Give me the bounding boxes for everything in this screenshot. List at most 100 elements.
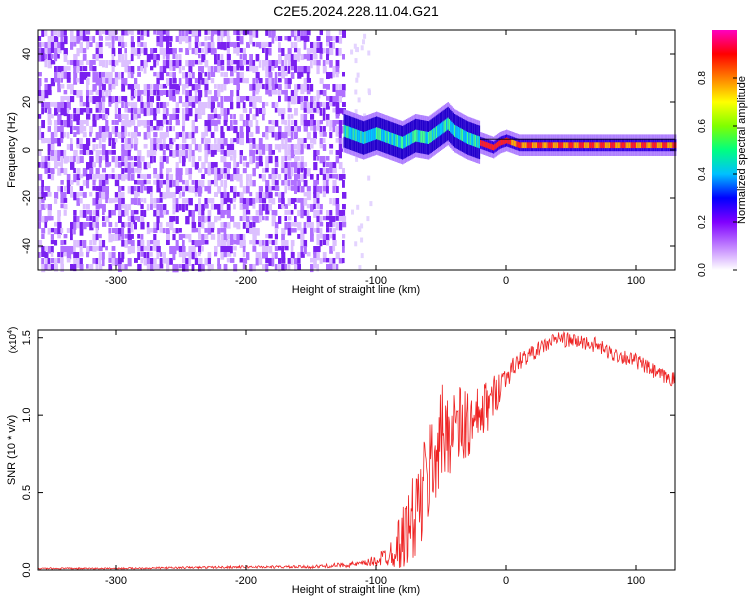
spectrogram-noise-cell xyxy=(284,138,288,146)
spectrogram-noise-cell xyxy=(252,168,256,177)
spectrogram-noise-cell xyxy=(66,258,71,263)
spectrogram-noise-cell xyxy=(313,150,318,157)
spectrogram-noise-cell xyxy=(271,150,275,155)
spectrogram-noise-cell xyxy=(143,180,147,185)
spectrogram-noise-cell xyxy=(319,108,323,116)
spectrogram-noise-cell xyxy=(198,258,203,265)
spectrogram-noise-cell xyxy=(172,210,176,215)
spectrogram-ridge-core xyxy=(420,130,422,143)
spectrogram-ridge-core xyxy=(387,131,390,144)
spectrogram-noise-cell xyxy=(102,216,105,222)
spectrogram-noise-cell xyxy=(121,168,125,176)
spectrogram-noise-cell xyxy=(156,36,161,43)
spectrogram-ridge-core xyxy=(632,142,634,149)
spectrogram-noise-cell xyxy=(329,174,333,179)
spectrogram-noise-cell xyxy=(175,246,180,251)
spectrogram-noise-cell xyxy=(130,66,135,74)
spectrogram-noise-cell xyxy=(95,150,100,158)
spectrogram-ridge-core xyxy=(469,133,471,145)
spectrogram-noise-cell xyxy=(66,132,70,139)
spectrogram-noise-cell xyxy=(44,252,49,260)
spectrogram-noise-cell xyxy=(204,30,208,35)
spectrogram-noise-cell xyxy=(191,228,196,233)
spectrogram-ridge-core xyxy=(672,142,674,149)
spectrogram-noise-cell xyxy=(102,108,106,113)
spectrogram-noise-cell xyxy=(271,174,276,182)
spectrogram-ridge-core xyxy=(564,142,566,149)
spectrogram-noise-cell xyxy=(92,78,97,83)
spectrogram-noise-cell xyxy=(185,144,190,150)
spectrogram-noise-cell xyxy=(185,180,189,188)
spectrogram-noise-cell xyxy=(121,162,126,167)
spectrogram-noise-cell xyxy=(172,108,177,115)
spectrogram-noise-cell xyxy=(274,228,278,236)
spectrogram-noise-cell xyxy=(118,114,122,123)
spectrogram-noise-cell xyxy=(146,30,150,37)
spectrogram-ridge-core xyxy=(578,142,581,149)
spectrogram-noise-cell xyxy=(162,90,166,95)
spectrogram-noise-cell xyxy=(124,162,129,169)
spectrogram-noise-cell xyxy=(79,48,83,54)
spectrogram-noise-cell xyxy=(79,60,84,66)
spectrogram-noise-cell xyxy=(73,36,77,44)
spectrogram-noise-cell xyxy=(156,174,160,182)
spectrogram-noise-cell xyxy=(169,180,173,188)
spectrogram-noise-cell xyxy=(57,102,61,109)
spectrogram-noise-cell xyxy=(230,60,233,66)
spectrogram-noise-cell xyxy=(278,60,281,65)
spectrogram-noise-cell xyxy=(252,204,256,209)
spectrogram-noise-cell xyxy=(86,162,91,170)
spectrogram-noise-cell xyxy=(220,102,224,109)
spectrogram-ridge-core xyxy=(630,142,633,149)
spectrogram-noise-cell xyxy=(111,252,116,259)
spectrogram-noise-cell xyxy=(82,126,87,132)
spectrogram-ridge-core xyxy=(350,127,352,140)
spectrogram-noise-cell xyxy=(162,66,167,73)
y-tick-label: -40 xyxy=(21,238,33,254)
spectrogram-noise-cell xyxy=(230,246,233,254)
spectrogram-noise-cell xyxy=(191,84,196,91)
spectrogram-noise-cell xyxy=(102,240,106,248)
spectrogram-noise-cell xyxy=(204,120,208,128)
spectrogram-noise-cell xyxy=(220,198,225,206)
spectrogram-noise-cell xyxy=(258,84,263,89)
spectrogram-noise-cell xyxy=(322,162,326,168)
spectrogram-ridge-core xyxy=(617,142,620,149)
spectrogram-noise-cell xyxy=(134,168,138,173)
spectrogram-ridge-core xyxy=(574,142,577,149)
spectrogram-noise-cell xyxy=(172,228,177,234)
spectrogram-noise-cell xyxy=(172,264,177,273)
spectrogram-noise-cell xyxy=(66,60,72,65)
spectrogram-noise-cell xyxy=(246,180,249,187)
spectrogram-noise-cell xyxy=(38,150,42,156)
spectrogram-noise-cell xyxy=(319,132,324,137)
spectrogram-noise-cell xyxy=(220,42,225,50)
spectrogram-noise-cell xyxy=(217,264,222,270)
spectrogram-noise-cell xyxy=(262,48,265,53)
spectrogram-noise-cell xyxy=(86,246,90,254)
spectrogram-noise-cell xyxy=(201,78,206,85)
spectrogram-noise-cell xyxy=(239,192,244,199)
spectrogram-noise-cell xyxy=(262,252,267,259)
spectrogram-noise-cell xyxy=(217,114,222,120)
spectrogram-noise-cell xyxy=(57,30,62,38)
spectrogram-noise-cell xyxy=(226,78,230,84)
spectrogram-noise-cell xyxy=(54,138,58,144)
spectrogram-noise-cell xyxy=(108,96,113,104)
spectrogram-noise-cell xyxy=(290,42,294,48)
spectrogram-noise-cell xyxy=(322,144,327,151)
spectrogram-noise-cell xyxy=(303,246,307,255)
spectrogram-noise-cell xyxy=(73,78,78,85)
spectrogram-noise-cell xyxy=(194,114,198,122)
spectrogram-noise-cell xyxy=(284,264,288,271)
spectrogram-noise-cell xyxy=(313,60,318,66)
spectrogram-ridge-core xyxy=(554,142,556,149)
spectrogram-noise-cell xyxy=(114,204,119,211)
spectrogram-noise-cell xyxy=(118,192,122,200)
spectrogram-noise-cell xyxy=(169,72,174,77)
spectrogram-noise-cell xyxy=(223,114,228,122)
spectrogram-noise-cell xyxy=(332,66,337,75)
spectrogram-noise-cell xyxy=(44,42,48,49)
spectrogram-noise-cell xyxy=(89,240,92,246)
spectrogram-noise-cell xyxy=(79,198,83,204)
